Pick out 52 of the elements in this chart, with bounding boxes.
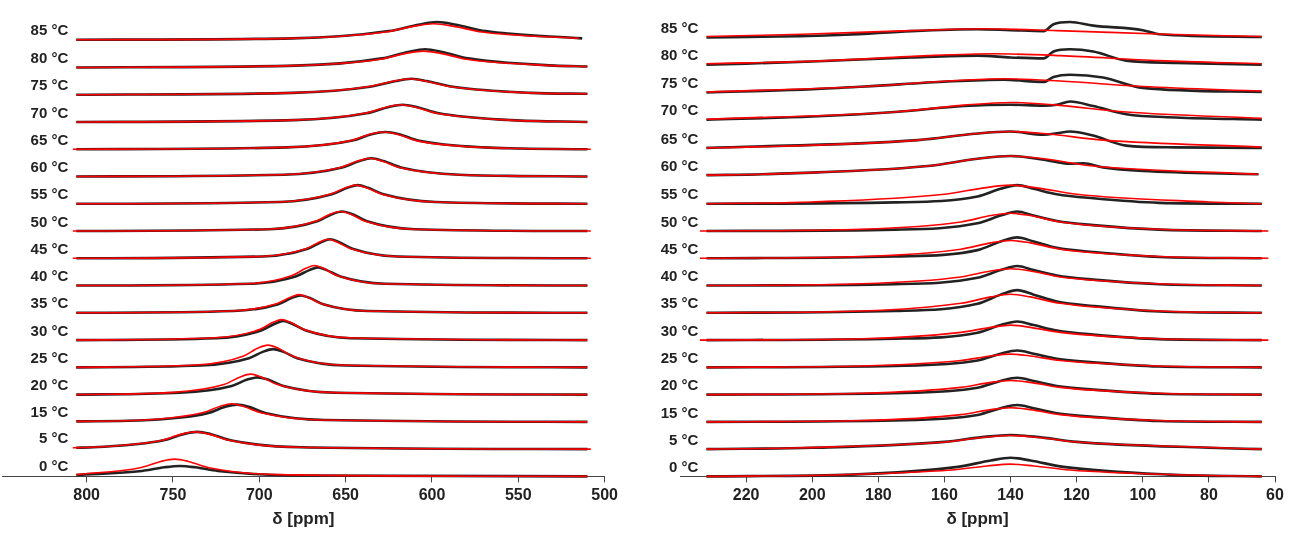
x-tick-label: 220 [732,486,760,504]
x-tick-label: 180 [864,486,892,504]
series-label: 50 °C [660,212,699,230]
x-tick-label: 160 [931,486,958,504]
series-label: 60 °C [30,158,69,176]
x-tick-label: 750 [159,486,187,504]
x-axis-title: δ [ppm] [272,509,335,529]
series-label: 5 °C [669,430,699,448]
series-label: 80 °C [30,49,69,67]
series-label: 65 °C [660,129,699,147]
x-tick-label: 140 [997,486,1024,504]
x-tick-label: 550 [504,486,532,504]
series-label: 80 °C [660,46,699,64]
x-tick-label: 700 [245,486,273,504]
x-tick-label: 500 [591,486,619,504]
series-label: 30 °C [30,321,69,339]
series-label: 75 °C [30,76,69,94]
x-tick-label: 120 [1063,486,1091,504]
x-tick-label: 100 [1129,486,1157,504]
series-label: 85 °C [30,21,69,39]
series-label: 65 °C [30,130,69,148]
series-label: 60 °C [660,156,699,174]
series-label: 45 °C [660,239,699,257]
x-tick-label: 80 [1199,486,1218,504]
series-label: 25 °C [30,348,69,366]
x-tick-label: 650 [332,486,360,504]
series-label: 0 °C [669,458,699,476]
series-label: 35 °C [660,294,699,312]
series-label: 70 °C [660,101,699,119]
series-label: 20 °C [30,376,69,394]
series-label: 5 °C [38,429,69,447]
series-label: 40 °C [660,267,699,285]
x-axis-title: δ [ppm] [946,509,1009,529]
x-tick-label: 60 [1266,486,1284,504]
series-label: 70 °C [30,103,69,121]
series-label: 35 °C [30,294,69,312]
series-label: 30 °C [660,321,699,339]
series-label: 75 °C [660,74,699,92]
series-label: 15 °C [30,403,69,421]
series-label: 25 °C [660,348,699,366]
x-tick-label: 200 [798,486,826,504]
series-label: 50 °C [30,212,69,230]
series-label: 55 °C [30,185,69,203]
series-label: 45 °C [30,239,69,257]
series-label: 20 °C [660,376,699,394]
series-label: 0 °C [38,456,69,474]
series-label: 55 °C [660,185,699,203]
series-label: 40 °C [30,267,69,285]
x-tick-label: 800 [73,486,101,504]
series-label: 15 °C [660,403,699,421]
x-tick-label: 600 [418,486,446,504]
series-label: 85 °C [660,19,699,37]
